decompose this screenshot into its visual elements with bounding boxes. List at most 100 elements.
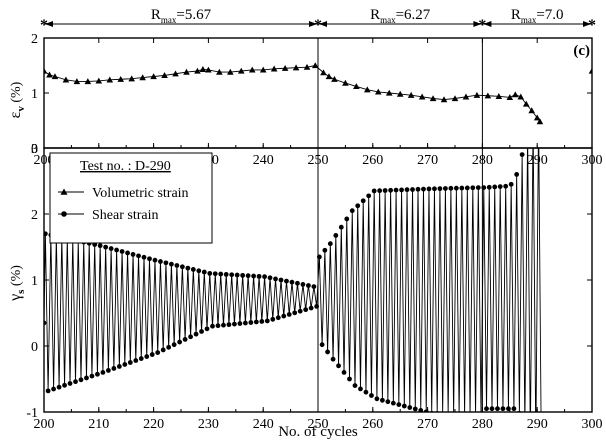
bottom-x-tick-label: 260 xyxy=(362,417,383,432)
shear-strain-point xyxy=(327,241,333,247)
legend-title: Test no. : D-290 xyxy=(80,159,171,174)
shear-strain-point xyxy=(133,358,139,363)
shear-strain-point xyxy=(459,185,465,191)
shear-strain-point xyxy=(369,393,374,398)
shear-strain-point xyxy=(358,386,363,392)
shear-strain-point xyxy=(212,271,218,277)
stage-arrowhead-left xyxy=(45,21,53,27)
shear-strain-point xyxy=(103,244,109,250)
shear-strain-point xyxy=(311,284,317,289)
shear-strain-point xyxy=(462,412,467,417)
shear-strain-point xyxy=(322,247,328,253)
shear-strain-point xyxy=(267,275,273,281)
stage-label: Rmax=5.67 xyxy=(151,7,212,25)
shear-strain-point xyxy=(89,373,95,379)
shear-strain-point xyxy=(525,132,530,137)
shear-strain-point xyxy=(314,304,320,309)
volumetric-strain-point xyxy=(320,69,327,76)
legend-entry-label: Shear strain xyxy=(92,208,158,223)
shear-strain-point xyxy=(199,329,204,334)
volumetric-strain-point xyxy=(311,62,319,69)
bottom-x-tick-label: 220 xyxy=(143,417,164,432)
shear-strain-point xyxy=(136,253,141,259)
bottom-x-tick-label: 270 xyxy=(417,417,438,432)
volumetric-strain-point xyxy=(161,72,168,79)
shear-strain-point xyxy=(426,186,432,192)
volumetric-strain-point xyxy=(522,100,530,107)
shear-strain-point xyxy=(232,321,237,327)
shear-strain-point xyxy=(443,186,448,191)
shear-strain-point xyxy=(193,331,199,337)
bottom-x-tick-label: 240 xyxy=(253,417,274,432)
shear-strain-point xyxy=(528,436,533,441)
shear-strain-point xyxy=(62,382,67,388)
volumetric-strain-point xyxy=(95,77,103,84)
volumetric-strain-point xyxy=(484,92,492,99)
stage-arrowhead-right xyxy=(583,21,591,27)
shear-strain-point xyxy=(182,337,188,342)
shear-strain-point xyxy=(486,184,492,190)
shear-strain-point xyxy=(481,185,487,191)
shear-strain-point xyxy=(201,269,207,275)
shear-strain-point xyxy=(160,347,166,353)
shear-strain-point xyxy=(300,282,306,287)
shear-strain-point xyxy=(289,279,295,285)
volumetric-strain-point xyxy=(128,75,135,82)
shear-strain-point xyxy=(492,184,498,190)
bottom-x-tick-label: 250 xyxy=(308,417,329,432)
shear-strain-point xyxy=(218,271,224,277)
shear-strain-point xyxy=(344,216,350,222)
shear-strain-point xyxy=(144,354,150,359)
volumetric-strain-point xyxy=(216,68,223,75)
volumetric-strain-point xyxy=(46,71,53,78)
volumetric-strain-point xyxy=(183,68,190,75)
shear-strain-point xyxy=(155,350,161,355)
stage-boundary-star-icon: * xyxy=(314,17,322,34)
volumetric-strain-point xyxy=(517,93,525,100)
shear-strain-point xyxy=(396,402,402,408)
shear-strain-point xyxy=(390,400,396,406)
legend-circle-marker-icon xyxy=(61,211,67,217)
shear-strain-point xyxy=(374,396,380,402)
shear-strain-point xyxy=(421,186,426,192)
shear-strain-point xyxy=(385,399,391,405)
stage-annotations: Rmax=5.67 Rmax=6.27 Rmax=7.0 * * * * xyxy=(40,7,596,34)
shear-strain-point xyxy=(253,319,259,325)
volumetric-strain-point xyxy=(440,96,448,103)
shear-strain-point xyxy=(273,276,278,282)
shear-strain-point xyxy=(97,243,103,249)
shear-strain-point xyxy=(349,208,355,214)
shear-strain-point xyxy=(448,185,454,191)
top-x-tick-label: 260 xyxy=(362,153,383,168)
bottom-y-tick-label: -1 xyxy=(26,406,38,421)
volumetric-strain-point xyxy=(533,114,541,121)
shear-strain-point xyxy=(377,188,383,194)
shear-strain-point xyxy=(470,185,476,191)
volumetric-strain-point xyxy=(374,88,382,95)
shear-strain-point xyxy=(78,377,84,383)
bottom-y-tick-label: 2 xyxy=(31,208,38,223)
stage-boundary-star-icon: * xyxy=(588,17,596,34)
top-x-tick-label: 290 xyxy=(527,153,548,168)
top-y-axis-label: εv (%) xyxy=(7,81,27,118)
shear-strain-point xyxy=(149,352,155,357)
shear-strain-point xyxy=(147,256,152,262)
stage-boundary-star-icon: * xyxy=(478,17,486,34)
shear-strain-point xyxy=(412,406,418,412)
shear-strain-point xyxy=(163,260,169,266)
shear-strain-point xyxy=(319,342,325,348)
bottom-x-tick-label: 280 xyxy=(472,417,493,432)
shear-strain-point xyxy=(336,363,341,369)
shear-strain-point xyxy=(297,308,303,314)
shear-strain-point xyxy=(316,254,322,260)
shear-strain-point xyxy=(125,250,130,256)
shear-strain-point xyxy=(240,272,246,278)
volumetric-strain-point xyxy=(51,73,59,80)
volumetric-strain-point xyxy=(150,73,157,80)
volumetric-strain-point xyxy=(259,66,267,73)
shear-strain-point xyxy=(234,272,240,278)
volumetric-strain-point xyxy=(205,66,212,73)
shear-strain-point xyxy=(221,322,226,328)
shear-strain-point xyxy=(418,408,424,412)
